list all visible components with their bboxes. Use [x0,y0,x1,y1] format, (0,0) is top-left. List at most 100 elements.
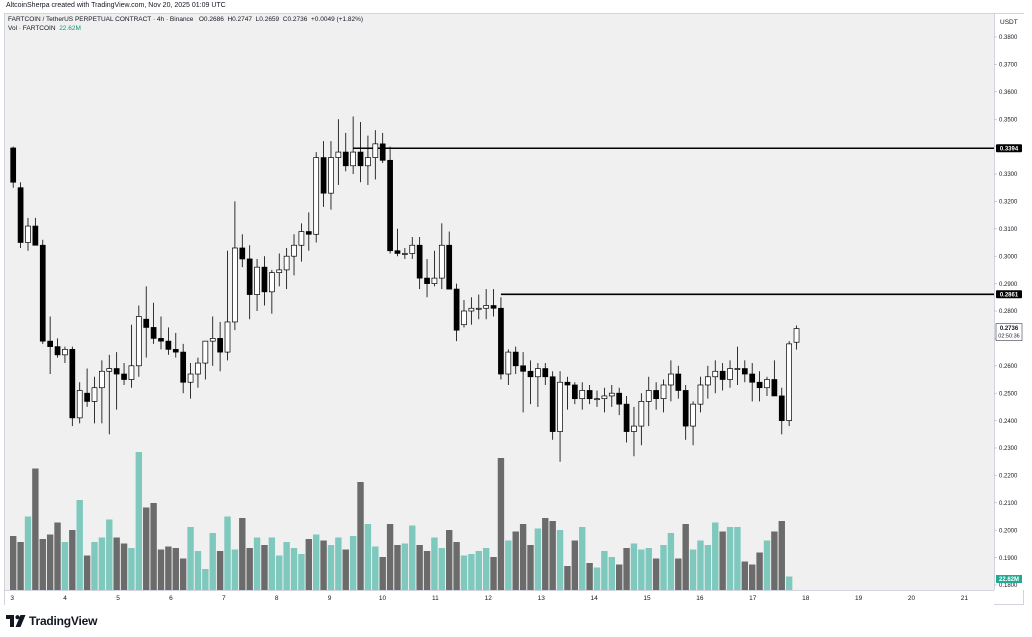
time-tick-label: 12 [485,595,493,602]
volume-bar [113,537,120,590]
candle-body [387,159,393,252]
candle-body [121,373,127,380]
volume-bar [268,537,276,590]
volume-legend-label[interactable]: Vol · FARTCOIN [8,25,56,32]
candle-body [99,370,105,389]
symbol-title[interactable]: FARTCOIN / TetherUS PERPETUAL CONTRACT ·… [8,16,194,23]
volume-bar [394,545,401,590]
candle-body [697,384,704,405]
volume-bar [372,546,379,590]
time-tick-label: 13 [538,595,546,602]
time-tick-label: 11 [432,595,439,602]
volume-bar [290,548,298,590]
candle-body [84,392,90,402]
candle-body [47,340,54,347]
candle-body [705,376,711,386]
candle-body [608,392,615,397]
candle-body [727,368,733,380]
ohlc-change-value: +0.0049 (+1.82%) [311,16,364,23]
candle-body [195,362,201,375]
time-tick-label: 20 [908,595,916,602]
volume-bar [83,555,91,590]
volume-bar [76,500,83,590]
volume-bar [446,530,453,590]
candle-body [17,187,24,243]
volume-bar [283,542,290,590]
volume-bar [601,551,608,590]
candle-body [76,390,83,419]
volume-bar [379,557,386,590]
volume-bar [10,536,17,590]
volume-bar [527,545,534,590]
volume-bar [165,546,172,590]
volume-bar [615,564,623,590]
volume-bar [482,548,490,590]
price-tick-label: 0.3800 [999,35,1018,41]
volume-bar [712,522,719,590]
candle-body [749,373,756,383]
volume-bar [312,534,320,590]
candle-body [734,368,741,370]
tradingview-logo[interactable]: TradingView [6,614,97,628]
volume-bar [778,521,785,590]
candle-body [712,370,719,378]
candle-body [261,266,268,293]
volume-bar [438,548,446,590]
candle-body [39,244,46,342]
time-tick-label: 10 [379,595,387,602]
volume-bar [593,567,601,590]
volume-value-label-bg [996,575,1022,583]
volume-bar [652,558,660,590]
candle-body [549,376,556,432]
volume-bar [749,564,756,590]
volume-bar [468,554,475,590]
price-tick-label: 0.3300 [999,172,1018,178]
volume-bar [534,528,542,590]
volume-bar [342,549,349,590]
time-tick-label: 4 [63,595,67,602]
price-axis[interactable] [994,14,1024,590]
volume-bar [327,545,335,590]
volume-bar [423,551,431,590]
candle-body [409,244,416,254]
time-tick-label: 14 [590,595,598,602]
candle-body [638,401,645,427]
price-tick-label: 0.3600 [999,90,1018,96]
volume-bar [106,519,113,590]
price-tick-label: 0.3100 [999,227,1018,233]
price-tick-label: 0.3500 [999,117,1018,123]
volume-bar [349,536,357,590]
volume-bar [194,551,202,590]
volume-bar [689,549,697,590]
candle-body [128,365,135,380]
volume-bar [785,576,793,590]
candle-body [586,390,593,400]
candle-body [498,307,504,375]
candle-body [564,381,571,386]
volume-bar [682,524,689,590]
price-tick-label: 0.3000 [999,254,1018,260]
volume-bar [519,524,527,590]
candle-body [254,266,260,295]
candle-body [645,390,652,402]
volume-bar [771,531,778,590]
volume-bar [128,548,135,590]
volume-bar [61,542,69,590]
candle-body [527,370,534,378]
volume-bar [150,503,157,590]
time-tick-label: 7 [222,595,226,602]
ohlc-close-label: C [282,16,288,23]
candle-body [342,151,349,167]
ohlc-low-label: L [255,16,260,23]
ohlc-high-label: H [227,16,233,23]
time-axis[interactable] [5,590,994,605]
volume-bar [638,549,645,590]
candle-body [446,244,453,290]
volume-bar [253,537,261,590]
candle-body [668,373,674,386]
candle-body [461,310,467,326]
volume-bar [741,561,749,590]
candle-body [512,351,519,367]
candle-body [298,231,305,246]
